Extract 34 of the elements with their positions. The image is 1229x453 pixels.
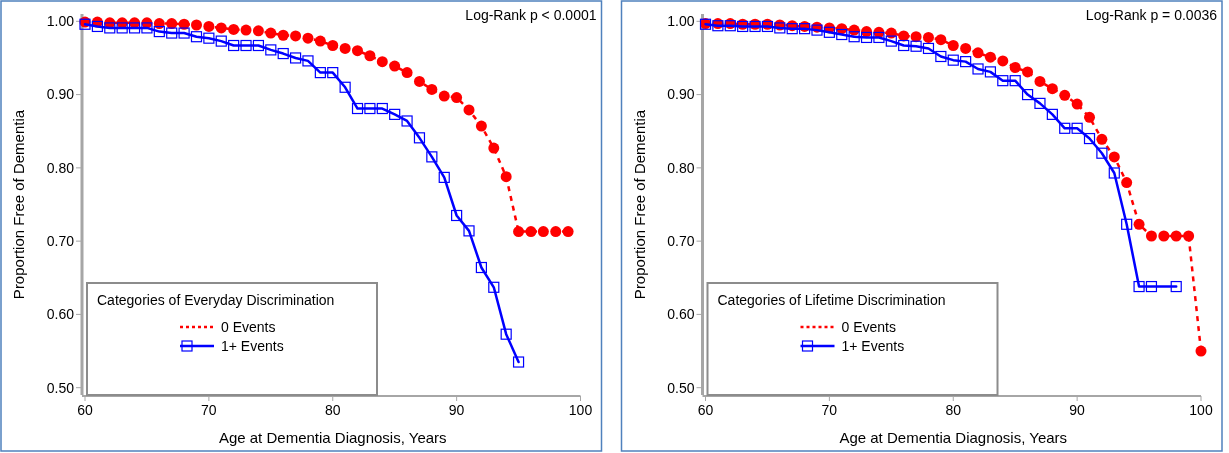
x-tick-label: 100 xyxy=(1189,402,1213,418)
annotation: Log-Rank p < 0.0001 xyxy=(465,7,597,23)
legend-label: 0 Events xyxy=(221,318,276,335)
y-tick-label: 0.50 xyxy=(46,379,75,396)
legend-label: 1+ Events xyxy=(221,337,284,354)
x-tick-label: 70 xyxy=(821,402,838,418)
y-tick-label: 0.80 xyxy=(667,159,695,176)
x-tick-label: 80 xyxy=(324,402,341,418)
x-axis-title: Age at Dementia Diagnosis, Years xyxy=(839,429,1068,446)
y-tick-label: 0.60 xyxy=(46,306,75,323)
x-tick-label: 60 xyxy=(697,402,714,418)
y-axis-title: Proportion Free of Dementia xyxy=(630,109,648,300)
x-axis-title: Age at Dementia Diagnosis, Years xyxy=(218,429,447,446)
x-tick-label: 90 xyxy=(448,402,465,418)
y-tick-label: 0.60 xyxy=(667,306,695,323)
legend-label: 0 Events xyxy=(841,318,896,335)
legend-label: 1+ Events xyxy=(841,337,905,354)
y-axis-title: Proportion Free of Dementia xyxy=(10,109,27,300)
y-tick-label: 0.90 xyxy=(667,86,695,103)
y-tick-label: 1.00 xyxy=(46,13,75,30)
x-tick-label: 60 xyxy=(77,402,93,418)
annotation: Log-Rank p = 0.0036 xyxy=(1085,7,1218,23)
x-tick-label: 70 xyxy=(201,402,217,418)
y-tick-label: 0.90 xyxy=(46,86,75,103)
y-tick-label: 0.70 xyxy=(46,233,75,250)
legend-title: Categories of Lifetime Discrimination xyxy=(717,292,946,308)
y-tick-label: 0.70 xyxy=(667,233,695,250)
x-tick-label: 100 xyxy=(568,402,593,418)
y-tick-label: 1.00 xyxy=(667,13,695,30)
y-tick-label: 0.50 xyxy=(667,379,695,396)
x-tick-label: 90 xyxy=(1069,402,1086,418)
x-tick-label: 80 xyxy=(945,402,962,418)
y-tick-label: 0.80 xyxy=(46,159,75,176)
legend-title: Categories of Everyday Discrimination xyxy=(97,292,335,308)
